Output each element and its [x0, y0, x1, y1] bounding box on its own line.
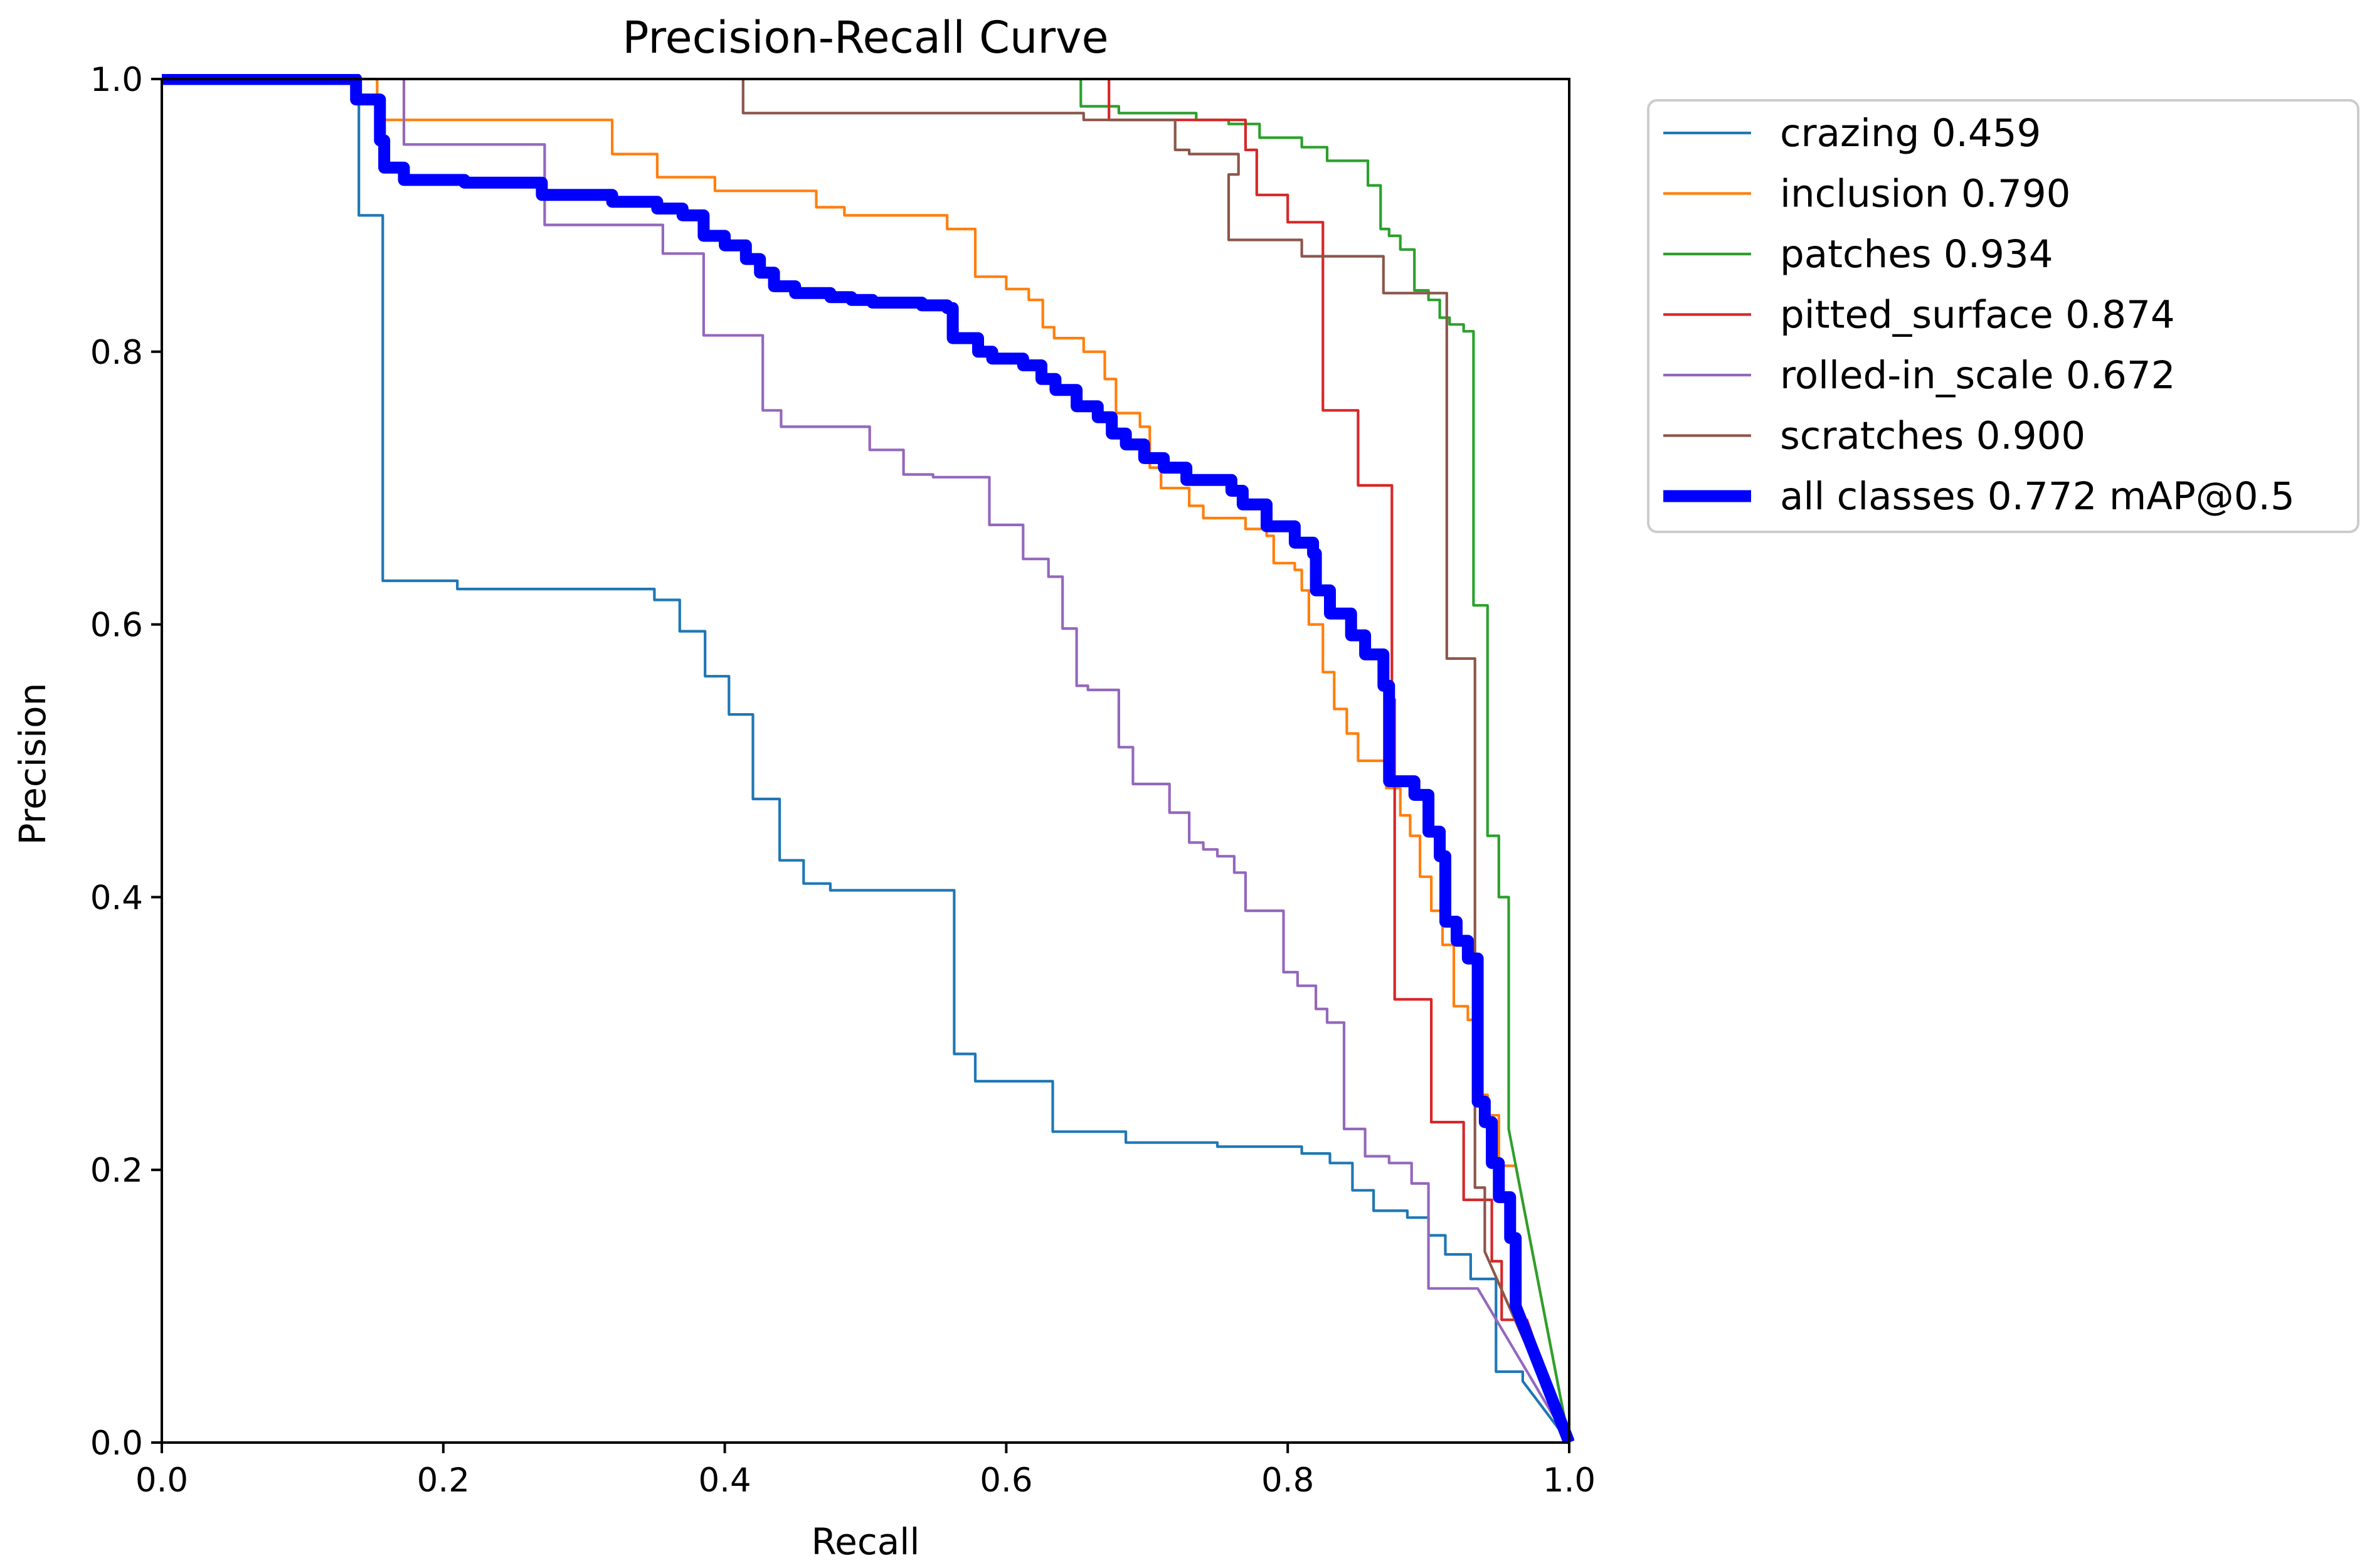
legend-box — [1647, 99, 2359, 533]
x-tick-label: 1.0 — [1543, 1461, 1596, 1500]
legend-label-4: rolled-in_scale 0.672 — [1780, 353, 2176, 398]
y-tick-label: 0.6 — [90, 607, 143, 645]
y-tick-label: 1.0 — [90, 61, 143, 99]
x-tick-label: 0.4 — [698, 1461, 751, 1500]
series-layer — [162, 74, 1574, 1444]
series-line-2 — [1079, 79, 1571, 1443]
y-tick-label: 0.0 — [90, 1424, 143, 1463]
y-axis-label: Precision — [11, 683, 54, 845]
x-tick-label: 0.2 — [417, 1461, 470, 1500]
series-line-4 — [402, 79, 1570, 1444]
legend-label-1: inclusion 0.790 — [1780, 172, 2071, 216]
x-axis: 0.0 0.2 0.4 0.6 0.8 1.0 — [135, 1443, 1596, 1500]
series-line-3 — [1108, 79, 1570, 1443]
legend-label-0: crazing 0.459 — [1780, 111, 2041, 156]
chart-title: Precision-Recall Curve — [622, 12, 1108, 63]
y-tick-label: 0.8 — [90, 334, 143, 372]
legend-items: crazing 0.459 inclusion 0.790 patches 0.93… — [1663, 111, 2295, 519]
y-tick-label: 0.2 — [90, 1152, 143, 1190]
series-line-1 — [162, 77, 1571, 1443]
series-line-0 — [162, 77, 1570, 1444]
x-tick-label: 0.0 — [135, 1461, 188, 1500]
legend-label-5: scratches 0.900 — [1780, 414, 2085, 458]
legend-label-6: all classes 0.772 mAP@0.5 — [1780, 474, 2295, 519]
x-tick-label: 0.6 — [980, 1461, 1032, 1500]
x-axis-label: Recall — [811, 1520, 919, 1563]
y-tick-label: 0.4 — [90, 879, 143, 917]
legend-label-2: patches 0.934 — [1780, 232, 2053, 277]
legend-label-3: pitted_surface 0.874 — [1780, 293, 2175, 337]
series-line-6 — [162, 74, 1574, 1444]
legend: crazing 0.459 inclusion 0.790 patches 0.93… — [1647, 99, 2359, 533]
plot-frame — [161, 78, 1570, 1444]
x-tick-label: 0.8 — [1261, 1461, 1314, 1500]
y-axis: 0.0 0.2 0.4 0.6 0.8 1.0 — [90, 61, 162, 1463]
series-line-5 — [741, 79, 1570, 1443]
